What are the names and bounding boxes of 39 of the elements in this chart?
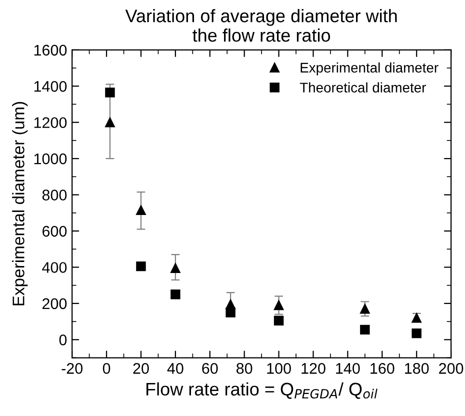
- x-axis-title: Flow rate ratio = Q$_{PEGDA}$/ Q$_{oil}$: [146, 382, 378, 399]
- point: [170, 263, 180, 273]
- x-tick-label: 200: [439, 363, 464, 374]
- point: [136, 261, 146, 272]
- x-tick-label: 180: [405, 363, 429, 374]
- x-tick-label: 0: [102, 363, 110, 374]
- point: [360, 304, 370, 314]
- y-tick-label: 1000: [34, 153, 67, 164]
- legend-label: Theoretical diameter: [300, 82, 426, 93]
- point: [170, 290, 180, 300]
- y-tick-label: 1400: [34, 81, 67, 92]
- x-tick-label: -20: [62, 363, 83, 374]
- y-tick-label: 400: [42, 262, 67, 273]
- y-tick-label: 0: [59, 334, 67, 346]
- x-tick-label: 120: [302, 363, 326, 374]
- y-tick-label: 600: [42, 226, 67, 237]
- point: [226, 308, 236, 318]
- y-tick-label: 1600: [34, 44, 67, 56]
- y-tick-label: 200: [42, 298, 67, 310]
- point: [274, 316, 284, 326]
- point: [412, 328, 422, 338]
- x-tick-label: 80: [236, 363, 252, 374]
- x-tick-label: 40: [167, 363, 184, 374]
- x-tick-label: 160: [370, 363, 394, 374]
- x-tick-label: 60: [202, 363, 218, 374]
- y-tick-label: 1200: [34, 117, 67, 128]
- chart-title: Variation of average diameter with the flow rate ratio: [125, 9, 397, 42]
- legend-label: Experimental diameter: [300, 62, 438, 76]
- point: [274, 300, 284, 310]
- point: [360, 324, 370, 335]
- y-tick-label: 800: [42, 190, 67, 200]
- y-axis-title: Experimental diameter (um): [12, 102, 28, 306]
- x-tick-label: 140: [336, 363, 360, 374]
- point: [412, 313, 422, 323]
- x-tick-label: 100: [267, 363, 291, 374]
- point: [136, 205, 146, 216]
- x-tick-label: 20: [133, 363, 149, 374]
- point: [105, 88, 115, 98]
- point: [105, 117, 115, 128]
